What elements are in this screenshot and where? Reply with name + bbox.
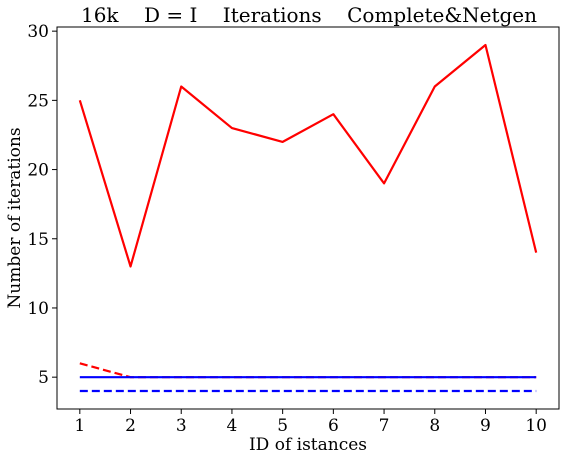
plot-area xyxy=(57,27,559,409)
x-tick-label: 1 xyxy=(74,416,85,436)
x-tick-label: 5 xyxy=(277,416,288,436)
series-line-2 xyxy=(78,43,538,268)
plot-frame xyxy=(56,26,560,410)
ticks-layer: 1 2 3 4 5 6 7 8 9 10 5 10 15 20 25 30 xyxy=(27,22,547,436)
x-tick-label: 3 xyxy=(176,416,187,436)
x-axis-label: ID of istances xyxy=(249,435,367,455)
y-tick-label: 15 xyxy=(27,230,49,250)
series-layer xyxy=(78,43,538,393)
y-tick-label: 10 xyxy=(27,299,49,319)
y-tick-label: 30 xyxy=(27,22,49,42)
y-tick-label: 25 xyxy=(27,91,49,111)
x-tick-label: 2 xyxy=(125,416,136,436)
y-tick-label: 20 xyxy=(27,161,49,181)
x-tick-label: 9 xyxy=(480,416,491,436)
x-tick-label: 4 xyxy=(227,416,238,436)
x-tick-label: 10 xyxy=(525,416,547,436)
y-tick-label: 5 xyxy=(38,368,49,388)
x-tick-label: 8 xyxy=(429,416,440,436)
x-tick-label: 7 xyxy=(379,416,390,436)
chart-title: 16k D = I Iterations Complete&Netgen xyxy=(81,3,537,27)
y-axis-label: Number of iterations xyxy=(5,127,25,308)
x-tick-label: 6 xyxy=(328,416,339,436)
